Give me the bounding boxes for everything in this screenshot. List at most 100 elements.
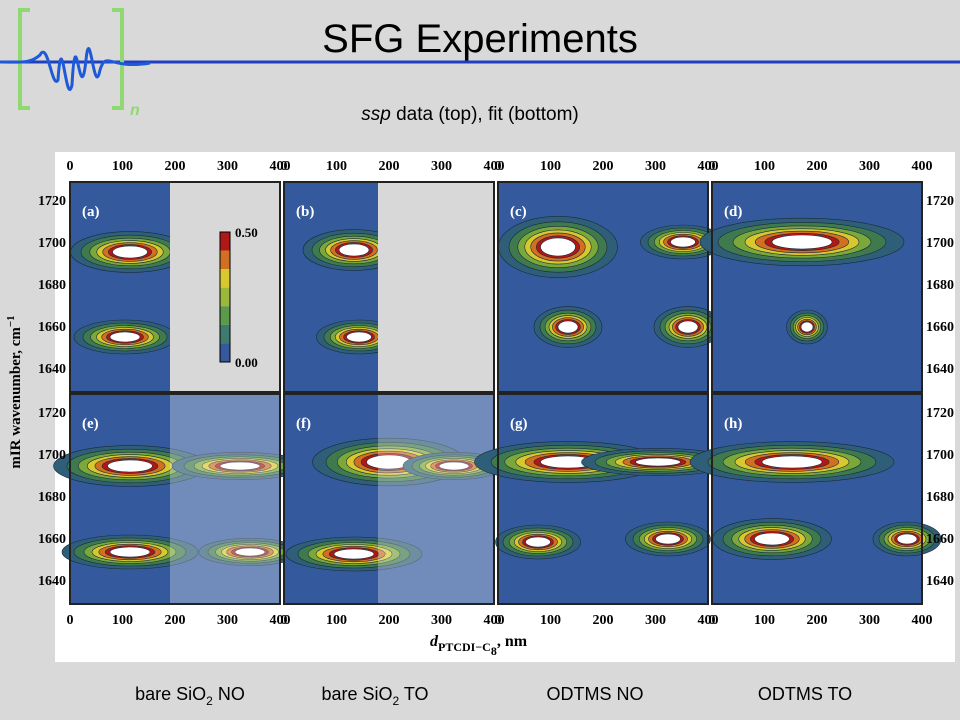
- contour: [557, 320, 579, 334]
- x-label-main: d: [430, 633, 439, 650]
- blank-region: [378, 182, 494, 392]
- colorbar-step: [220, 306, 230, 325]
- x-tick-label: 100: [540, 159, 561, 174]
- panel-frame: [283, 393, 495, 605]
- x-tick-label: 200: [379, 159, 400, 174]
- panel: (d): [699, 181, 923, 393]
- panel-bg: [284, 394, 494, 604]
- y-tick-label: 1700: [926, 448, 954, 463]
- colorbar-step: [220, 250, 230, 270]
- x-tick-label: 200: [379, 613, 400, 628]
- x-tick-label: 0: [281, 159, 288, 174]
- y-tick-label: 1680: [926, 278, 954, 293]
- x-tick-label: 400: [484, 159, 505, 174]
- x-tick-label: 400: [698, 613, 719, 628]
- panel-label: (c): [510, 204, 527, 220]
- contour: [525, 536, 551, 548]
- x-axis-label: dPTCDI−C8, nm: [430, 633, 528, 658]
- panel-bg: [712, 182, 922, 392]
- y-tick-label: 1720: [38, 194, 66, 209]
- panel: (e): [53, 393, 309, 605]
- shaded-region: [170, 394, 280, 604]
- panel-frame: [497, 393, 709, 605]
- contour: [635, 457, 681, 467]
- x-tick-label: 200: [165, 613, 186, 628]
- y-tick-label: 1700: [926, 236, 954, 251]
- panel-frame: [711, 181, 923, 393]
- panel-frame: [69, 181, 281, 393]
- x-tick-label: 300: [431, 613, 452, 628]
- y-tick-label: 1680: [38, 490, 66, 505]
- panel-label: (d): [724, 204, 742, 220]
- contour: [112, 245, 148, 259]
- x-tick-label: 300: [859, 613, 880, 628]
- x-tick-label: 0: [281, 613, 288, 628]
- caption-main: bare SiO: [321, 684, 392, 704]
- caption-rest: TO: [399, 684, 428, 704]
- y-tick-label: 1720: [38, 406, 66, 421]
- contour: [346, 331, 372, 343]
- caption-main: ODTMS NO: [547, 684, 644, 704]
- contour: [761, 455, 823, 469]
- panel-frame: [497, 181, 709, 393]
- y-tick-label: 1660: [926, 532, 954, 547]
- x-tick-label: 100: [754, 613, 775, 628]
- x-tick-label: 300: [859, 159, 880, 174]
- x-tick-label: 400: [270, 159, 291, 174]
- y-tick-label: 1700: [38, 236, 66, 251]
- panel: (f): [283, 393, 506, 605]
- x-tick-label: 100: [326, 159, 347, 174]
- contour: [333, 548, 375, 560]
- panel: (c): [497, 181, 726, 393]
- contour: [771, 234, 833, 250]
- x-tick-label: 100: [540, 613, 561, 628]
- y-tick-label: 1680: [38, 278, 66, 293]
- x-tick-label: 200: [165, 159, 186, 174]
- x-tick-label: 400: [270, 613, 291, 628]
- contour: [677, 320, 699, 334]
- contour: [109, 331, 141, 343]
- logo: n: [0, 8, 151, 119]
- x-tick-label: 400: [912, 613, 933, 628]
- title: SFG Experiments: [322, 17, 638, 61]
- y-tick-label: 1660: [926, 320, 954, 335]
- contour: [670, 236, 696, 248]
- colorbar-frame: [219, 231, 231, 363]
- x-tick-label: 400: [698, 159, 719, 174]
- y-label-sup: −1: [5, 315, 17, 327]
- y-tick-label: 1720: [926, 194, 954, 209]
- caption: ODTMS NO: [547, 684, 644, 704]
- x-tick-label: 0: [67, 159, 74, 174]
- contour: [896, 533, 918, 545]
- contour: [107, 459, 153, 473]
- x-tick-label: 400: [484, 613, 505, 628]
- x-label-subsub: 8: [491, 644, 497, 658]
- colorbar-label: 0.50: [235, 225, 258, 240]
- panel-bg: [70, 394, 280, 604]
- x-tick-label: 0: [495, 613, 502, 628]
- colorbar-step: [220, 343, 230, 362]
- x-label-unit: , nm: [497, 633, 528, 650]
- panel: 0.50 0.00 (a): [69, 181, 281, 393]
- x-tick-label: 100: [112, 159, 133, 174]
- caption-main: ODTMS TO: [758, 684, 852, 704]
- y-tick-label: 1720: [926, 406, 954, 421]
- caption-sub: 2: [206, 694, 213, 708]
- colorbar-step: [220, 232, 230, 251]
- x-tick-label: 100: [754, 159, 775, 174]
- contour: [109, 546, 151, 558]
- y-tick-label: 1640: [926, 574, 954, 589]
- panel-label: (g): [510, 416, 528, 432]
- x-tick-label: 400: [912, 159, 933, 174]
- panel-label: (a): [82, 204, 100, 220]
- x-tick-label: 0: [709, 613, 716, 628]
- contour: [219, 461, 261, 471]
- panel: (g): [474, 393, 735, 605]
- contour: [438, 461, 470, 471]
- x-tick-label: 200: [593, 613, 614, 628]
- panel: (b): [283, 181, 495, 393]
- panel-bg: [498, 394, 708, 604]
- colorbar-step: [220, 324, 230, 344]
